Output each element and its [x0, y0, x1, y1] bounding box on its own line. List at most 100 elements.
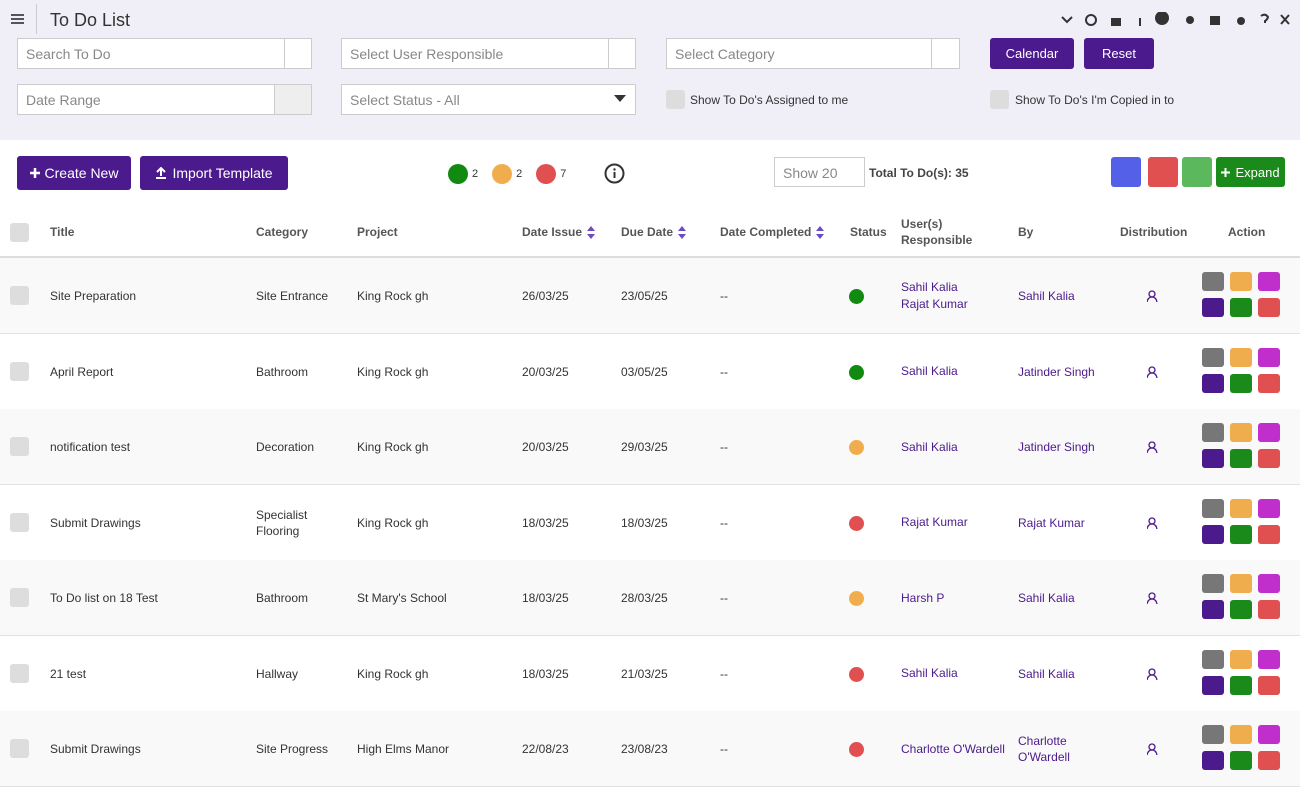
row-checkbox[interactable] — [10, 362, 29, 381]
column-header[interactable]: Date Completed — [720, 224, 840, 240]
checkbox[interactable] — [666, 90, 685, 109]
user-link[interactable]: Sahil Kalia — [901, 439, 1011, 456]
comment-button[interactable] — [1202, 449, 1224, 468]
issue-cell: 18/03/25 — [522, 636, 622, 712]
by-cell[interactable]: Rajat Kumar — [1018, 485, 1113, 561]
add-button[interactable] — [1230, 676, 1252, 695]
user-link[interactable]: Charlotte O'Wardell — [901, 741, 1011, 758]
calendar-button[interactable]: Calendar — [990, 38, 1074, 69]
delete-button[interactable] — [1258, 374, 1280, 393]
status-select[interactable]: Select Status - All — [341, 84, 636, 115]
menu-icon[interactable] — [11, 14, 24, 25]
add-button[interactable] — [1230, 449, 1252, 468]
comment-button[interactable] — [1202, 600, 1224, 619]
user-link[interactable]: Harsh P — [901, 590, 1011, 607]
complete-button[interactable] — [1202, 348, 1224, 367]
attach-button[interactable] — [1258, 725, 1280, 744]
attach-button[interactable] — [1258, 272, 1280, 291]
reset-button[interactable]: Reset — [1084, 38, 1154, 69]
attach-button[interactable] — [1258, 574, 1280, 593]
row-checkbox[interactable] — [10, 286, 29, 305]
row-checkbox[interactable] — [10, 513, 29, 532]
distribution-icon[interactable] — [1147, 517, 1160, 529]
pdf-button[interactable] — [1148, 157, 1178, 187]
date-range-input[interactable]: Date Range — [17, 84, 275, 115]
page-size-select[interactable]: Show 20 — [774, 157, 865, 187]
chart-button[interactable] — [1111, 157, 1141, 187]
attach-button[interactable] — [1258, 499, 1280, 518]
distribution-icon[interactable] — [1147, 743, 1160, 755]
count: 2 — [472, 168, 478, 180]
row-checkbox[interactable] — [10, 664, 29, 683]
edit-button[interactable] — [1230, 725, 1252, 744]
import-button[interactable]: Import Template — [140, 156, 288, 190]
distribution-icon[interactable] — [1147, 441, 1160, 453]
window-icons[interactable] — [1060, 12, 1295, 28]
row-checkbox[interactable] — [10, 437, 29, 456]
comment-button[interactable] — [1202, 676, 1224, 695]
calendar-icon[interactable] — [274, 84, 312, 115]
by-cell[interactable]: Sahil Kalia — [1018, 636, 1113, 712]
delete-button[interactable] — [1258, 600, 1280, 619]
add-button[interactable] — [1230, 751, 1252, 770]
by-cell[interactable]: Sahil Kalia — [1018, 258, 1113, 334]
dropdown-toggle[interactable] — [284, 38, 312, 69]
comment-button[interactable] — [1202, 751, 1224, 770]
dropdown-toggle[interactable] — [931, 38, 960, 69]
comment-button[interactable] — [1202, 298, 1224, 317]
add-button[interactable] — [1230, 600, 1252, 619]
user-link[interactable]: Rajat Kumar — [901, 514, 1011, 531]
complete-button[interactable] — [1202, 499, 1224, 518]
edit-button[interactable] — [1230, 499, 1252, 518]
distribution-icon[interactable] — [1147, 366, 1160, 378]
complete-button[interactable] — [1202, 725, 1224, 744]
expand-button[interactable]: Expand — [1216, 157, 1285, 187]
user-link[interactable]: Sahil Kalia — [901, 363, 1011, 380]
add-button[interactable] — [1230, 298, 1252, 317]
sort-icon[interactable] — [587, 226, 595, 239]
excel-button[interactable] — [1182, 157, 1212, 187]
delete-button[interactable] — [1258, 751, 1280, 770]
add-button[interactable] — [1230, 525, 1252, 544]
complete-button[interactable] — [1202, 650, 1224, 669]
edit-button[interactable] — [1230, 272, 1252, 291]
by-cell[interactable]: Jatinder Singh — [1018, 409, 1113, 485]
search-input[interactable]: Search To Do — [17, 38, 285, 69]
dropdown-toggle[interactable] — [608, 38, 636, 69]
user-select[interactable]: Select User Responsible — [341, 38, 609, 69]
add-button[interactable] — [1230, 374, 1252, 393]
sort-icon[interactable] — [816, 226, 824, 239]
edit-button[interactable] — [1230, 650, 1252, 669]
row-checkbox[interactable] — [10, 588, 29, 607]
edit-button[interactable] — [1230, 574, 1252, 593]
info-icon[interactable] — [604, 163, 625, 184]
comment-button[interactable] — [1202, 525, 1224, 544]
distribution-icon[interactable] — [1147, 668, 1160, 680]
user-link[interactable]: Rajat Kumar — [901, 296, 1011, 313]
delete-button[interactable] — [1258, 449, 1280, 468]
row-checkbox[interactable] — [10, 739, 29, 758]
sort-icon[interactable] — [678, 226, 686, 239]
delete-button[interactable] — [1258, 525, 1280, 544]
delete-button[interactable] — [1258, 676, 1280, 695]
edit-button[interactable] — [1230, 423, 1252, 442]
create-button[interactable]: Create New — [17, 156, 131, 190]
attach-button[interactable] — [1258, 650, 1280, 669]
category-select[interactable]: Select Category — [666, 38, 932, 69]
attach-button[interactable] — [1258, 348, 1280, 367]
complete-button[interactable] — [1202, 272, 1224, 291]
checkbox[interactable] — [990, 90, 1009, 109]
by-cell[interactable]: Jatinder Singh — [1018, 334, 1113, 410]
delete-button[interactable] — [1258, 298, 1280, 317]
attach-button[interactable] — [1258, 423, 1280, 442]
user-link[interactable]: Sahil Kalia — [901, 279, 1011, 296]
by-cell[interactable]: Charlotte O'Wardell — [1018, 711, 1113, 787]
complete-button[interactable] — [1202, 423, 1224, 442]
by-cell[interactable]: Sahil Kalia — [1018, 560, 1113, 636]
comment-button[interactable] — [1202, 374, 1224, 393]
complete-button[interactable] — [1202, 574, 1224, 593]
distribution-icon[interactable] — [1147, 290, 1160, 302]
user-link[interactable]: Sahil Kalia — [901, 665, 1011, 682]
edit-button[interactable] — [1230, 348, 1252, 367]
distribution-icon[interactable] — [1147, 592, 1160, 604]
